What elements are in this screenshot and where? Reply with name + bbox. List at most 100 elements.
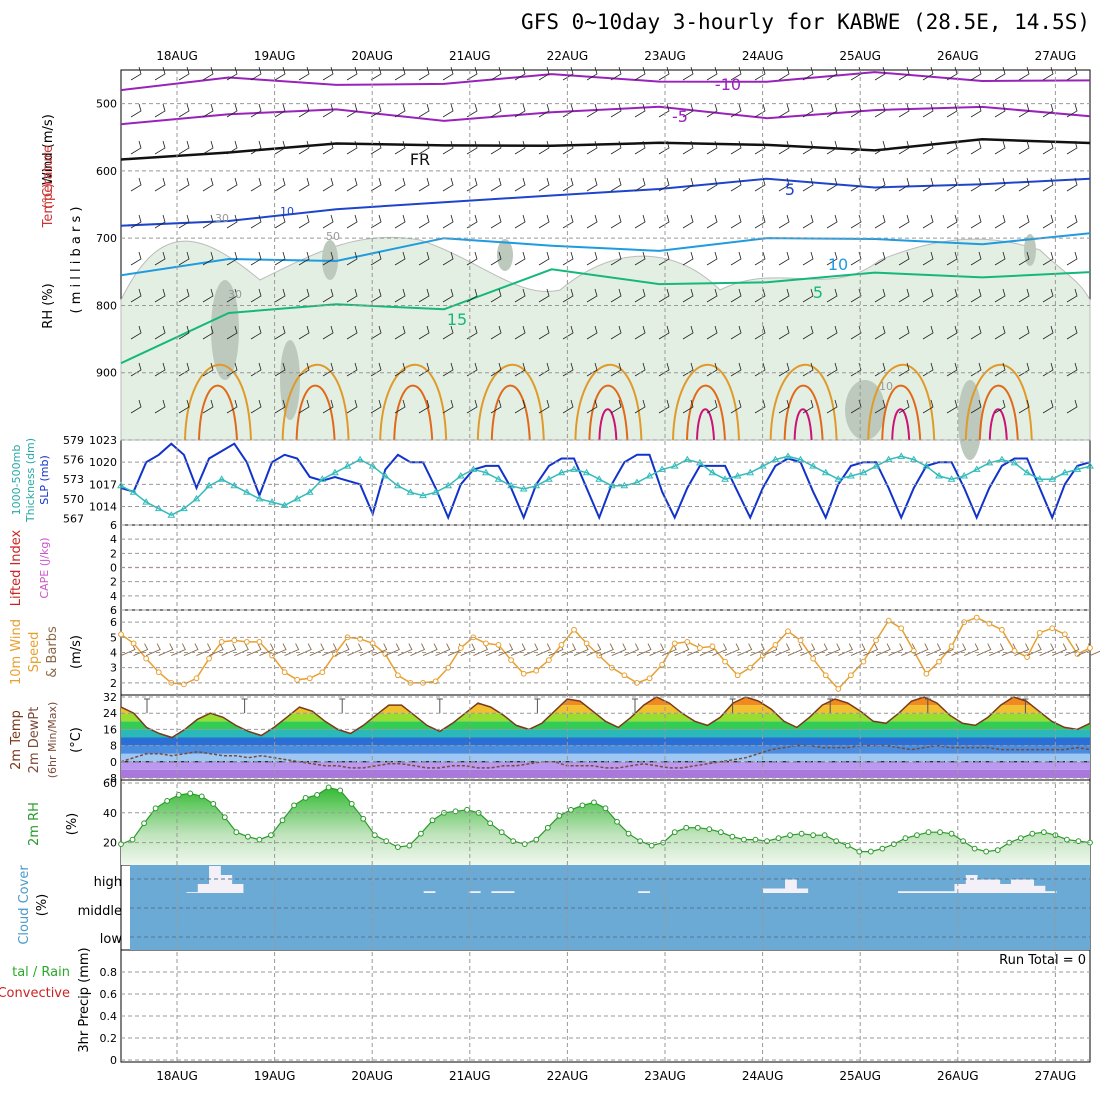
wind-barb-10m [863, 643, 879, 656]
wind-barb [922, 362, 934, 377]
temp-contour-25 [490, 384, 531, 441]
wind-speed-point [243, 638, 250, 645]
wind-barb-10m [875, 643, 891, 656]
wind-tick-label: 5 [110, 631, 117, 644]
li-tick-label: 4 [110, 590, 117, 603]
wind-barb [754, 140, 766, 155]
wind-barb [418, 140, 430, 155]
wind-barb [970, 214, 982, 229]
wind-barb [274, 66, 286, 81]
temp-band [121, 753, 1090, 762]
wind-barb [802, 214, 814, 229]
wind-barb [898, 66, 910, 81]
wind-barb [154, 288, 166, 303]
date-labels: 18AUG 18AUG 19AUG 19AUG 20AUG 20AUG 21AUG 21AUG… [156, 49, 1076, 1083]
wind-barb [274, 399, 286, 414]
wind-barb [346, 362, 358, 377]
temp-contour-25 [198, 384, 238, 441]
slp-tick-label: 1023 [89, 434, 117, 447]
temp-contour [120, 71, 1091, 92]
wind-barb-10m [297, 643, 312, 656]
rh-point [1064, 836, 1070, 843]
cloud-bar-high [762, 888, 775, 893]
wind-barb [130, 362, 142, 377]
rh-point [325, 784, 332, 791]
temp-max-bar [144, 698, 150, 714]
thickness-point [998, 455, 1006, 463]
wind-barb [634, 140, 646, 155]
wind-speed-point [923, 670, 930, 677]
date-label-bottom: 26AUG [937, 1069, 979, 1083]
wind-barb [130, 288, 142, 303]
wind-barb [1018, 325, 1030, 340]
wind-barb [586, 66, 598, 81]
slp-thickness2-label: Thickness (dm) [24, 438, 37, 523]
wind-barb [418, 325, 430, 340]
panel-frame-precip [120, 949, 1091, 1063]
wind-barb [610, 140, 622, 155]
rh-point [141, 820, 147, 827]
wind-barb [514, 399, 526, 414]
wind-label-1: 10m Wind [9, 619, 24, 685]
temp2m-panel: -8 0 8 16 24 32 [103, 691, 1091, 785]
wind-barb [418, 362, 430, 377]
wind-barb [298, 177, 310, 192]
wind-barb [754, 251, 766, 266]
temp-max-bar [827, 698, 834, 714]
wind-barb [274, 362, 286, 377]
wind-barb [418, 214, 430, 229]
rh-point [706, 826, 713, 833]
slp-thickness-label: 1000-500mb [10, 445, 23, 516]
wind-barb [1066, 66, 1078, 81]
wind-barb [178, 399, 190, 414]
wind-barb [538, 362, 550, 377]
wind-speed-point [860, 658, 867, 665]
wind-barb [322, 288, 334, 303]
wind-barb [442, 66, 454, 81]
wind-barb [922, 325, 934, 340]
date-label-top: 23AUG [644, 49, 686, 63]
wind-barb [370, 362, 382, 377]
wind-barb [874, 325, 886, 340]
thickness-point [544, 475, 553, 482]
date-label-bottom: 23AUG [644, 1069, 686, 1083]
wind-barb [874, 66, 886, 81]
thickness-point [570, 465, 578, 472]
wind-barb [970, 362, 982, 377]
wind-barb [850, 103, 862, 118]
wind-barb [514, 214, 526, 229]
wind-barb [802, 288, 814, 303]
wind-barb [490, 214, 502, 229]
wind-barb [730, 214, 742, 229]
rh2m-panel: 20 40 60 [103, 777, 1093, 865]
thickness-point [872, 462, 880, 469]
wind-barb [226, 103, 238, 118]
wind-barb-10m [523, 643, 539, 656]
wind-barb [202, 362, 214, 377]
wind-barb [946, 66, 958, 81]
wind-barb [418, 177, 430, 192]
wind-barb [658, 399, 670, 414]
wind-barb [682, 288, 694, 303]
temp-tick-label: -8 [106, 772, 117, 785]
temp-max-bar [241, 698, 248, 714]
wind-barb-10m [649, 643, 665, 656]
wind-barb [250, 288, 262, 303]
wind-tick-label: 2 [110, 677, 117, 690]
thickness-point [519, 485, 528, 492]
temp-contour-20 [867, 363, 936, 441]
wind-barb [586, 103, 598, 118]
wind-barb-10m [636, 643, 652, 656]
wind-barb [154, 66, 166, 81]
li-tick-label: 4 [110, 533, 117, 546]
wind-barb-10m [976, 643, 992, 656]
slp-tick-label: 1020 [89, 456, 117, 469]
wind-barb [586, 399, 598, 414]
wind-speed-point [533, 667, 540, 674]
wind-barb [130, 325, 142, 340]
wind-barb [634, 288, 646, 303]
wind-barb [514, 177, 526, 192]
rh-point [406, 842, 413, 849]
wind-speed-point [999, 626, 1005, 633]
wind-barb [898, 251, 910, 266]
